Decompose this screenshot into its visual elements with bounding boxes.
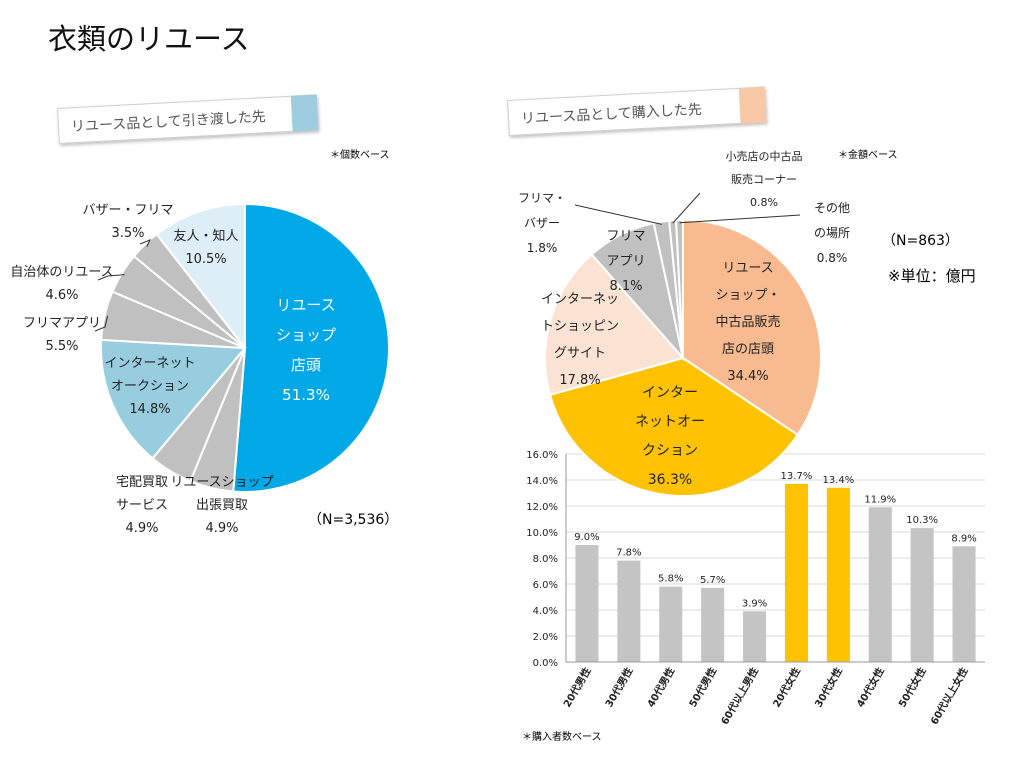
bar — [952, 546, 976, 662]
leader-line — [97, 274, 125, 281]
y-tick-label: 6.0% — [533, 580, 558, 591]
bar — [743, 611, 767, 662]
x-tick-label: 40代男性 — [644, 665, 677, 710]
pie-left-label: インターネットオークション 14.8% — [104, 356, 195, 417]
leader-line — [94, 315, 109, 332]
pie-right-label: 小売店の中古品販売コーナー 0.8% — [726, 149, 803, 209]
y-tick-label: 14.0% — [526, 476, 558, 487]
x-tick-label: 40代女性 — [854, 665, 887, 710]
pie-right-labels: リユースショップ・中古品販売店の店頭 34.4%インターネットオークション 36.3… — [518, 149, 850, 488]
pie-chart-left — [100, 202, 390, 493]
pie-chart-right — [544, 218, 822, 497]
left-note: ＊個数ベース — [330, 148, 390, 161]
pie-left-label: フリマアプリ 5.5% — [23, 316, 101, 354]
bar-value-label: 8.9% — [951, 533, 976, 544]
leader-line — [139, 239, 152, 247]
leader-line — [679, 214, 801, 224]
y-tick-label: 10.0% — [526, 528, 558, 539]
bar-value-label: 3.9% — [742, 598, 767, 609]
bar-value-label: 13.7% — [781, 471, 813, 482]
pie-right-label: リユースショップ・中古品販売店の店頭 34.4% — [715, 261, 780, 384]
pie-left-label: リユースショップ出張買取 4.9% — [170, 475, 273, 536]
pie-left-label: リユースショップ店頭 51.3% — [276, 296, 336, 404]
bar — [659, 586, 683, 662]
x-tick-label: 60代以上男性 — [718, 665, 761, 727]
bar-value-label: 7.8% — [616, 548, 641, 559]
right-note: ＊金額ベース — [838, 148, 898, 161]
bar — [575, 545, 599, 662]
bar — [784, 483, 808, 662]
right-unit-label: ※単位：億円 — [888, 267, 976, 285]
bar-value-label: 10.3% — [906, 515, 938, 526]
x-tick-label: 20代男性 — [560, 665, 593, 710]
pie-left-label: 自治体のリユース 4.6% — [10, 265, 113, 303]
y-tick-label: 12.0% — [526, 502, 558, 513]
x-tick-label: 50代女性 — [896, 665, 929, 710]
pie-left-label: 友人・知人 10.5% — [173, 228, 238, 267]
pie-right-label: インターネットショッピングサイト 17.8% — [541, 292, 619, 388]
y-tick-label: 4.0% — [533, 606, 558, 617]
bar-value-label: 11.9% — [864, 494, 896, 505]
pie-right-slice — [544, 253, 685, 397]
bar — [868, 507, 892, 662]
bar-note: ＊購入者数ベース — [522, 730, 602, 743]
x-tick-label: 60代以上女性 — [927, 665, 970, 727]
x-tick-label: 30代男性 — [602, 665, 635, 710]
leader-line — [574, 204, 662, 225]
bar — [910, 528, 934, 662]
pie-right-label: その他の場所 0.8% — [814, 201, 850, 265]
pie-left-slice — [232, 202, 390, 493]
bar — [826, 487, 850, 662]
pie-right-label: フリマアプリ 8.1% — [606, 229, 645, 294]
bar — [617, 560, 641, 662]
leader-line — [672, 192, 701, 224]
right-n-label: （N=863） — [882, 233, 959, 249]
pie-right-slice — [548, 356, 800, 497]
bar-value-label: 9.0% — [574, 532, 599, 543]
bar-value-label: 13.4% — [822, 475, 854, 486]
page-title: 衣類のリユース — [48, 22, 250, 56]
left-n-label: （N=3,536） — [308, 512, 398, 528]
pie-right-slice — [682, 218, 822, 437]
pie-left-label: バザー・フリマ 3.5% — [82, 203, 173, 241]
pie-right-label: フリマ・バザー 1.8% — [518, 191, 566, 255]
y-tick-label: 16.0% — [526, 450, 558, 461]
x-tick-label: 20代女性 — [770, 665, 803, 710]
y-tick-label: 2.0% — [533, 632, 558, 643]
bar-chart: 0.0% 2.0% 4.0% 6.0% 8.0% 10.0% 12.0% 14.0% 16.0%… — [526, 450, 985, 727]
bar-value-label: 5.7% — [700, 575, 725, 586]
pie-left-slice — [155, 202, 246, 351]
bar-value-label: 5.8% — [658, 574, 683, 585]
pie-left-labels: リユースショップ店頭 51.3% リユースショップ出張買取 4.9%宅配買取サービス 4… — [10, 203, 336, 536]
y-tick-label: 8.0% — [533, 554, 558, 565]
x-tick-label: 30代女性 — [812, 665, 845, 710]
y-tick-label: 0.0% — [533, 658, 558, 669]
bar — [701, 587, 725, 662]
pie-left-label: 宅配買取サービス 4.9% — [116, 475, 168, 536]
pie-left-slice — [100, 338, 248, 460]
pie-right-label: インターネットオークション 36.3% — [635, 385, 705, 488]
x-tick-label: 50代男性 — [686, 665, 719, 710]
